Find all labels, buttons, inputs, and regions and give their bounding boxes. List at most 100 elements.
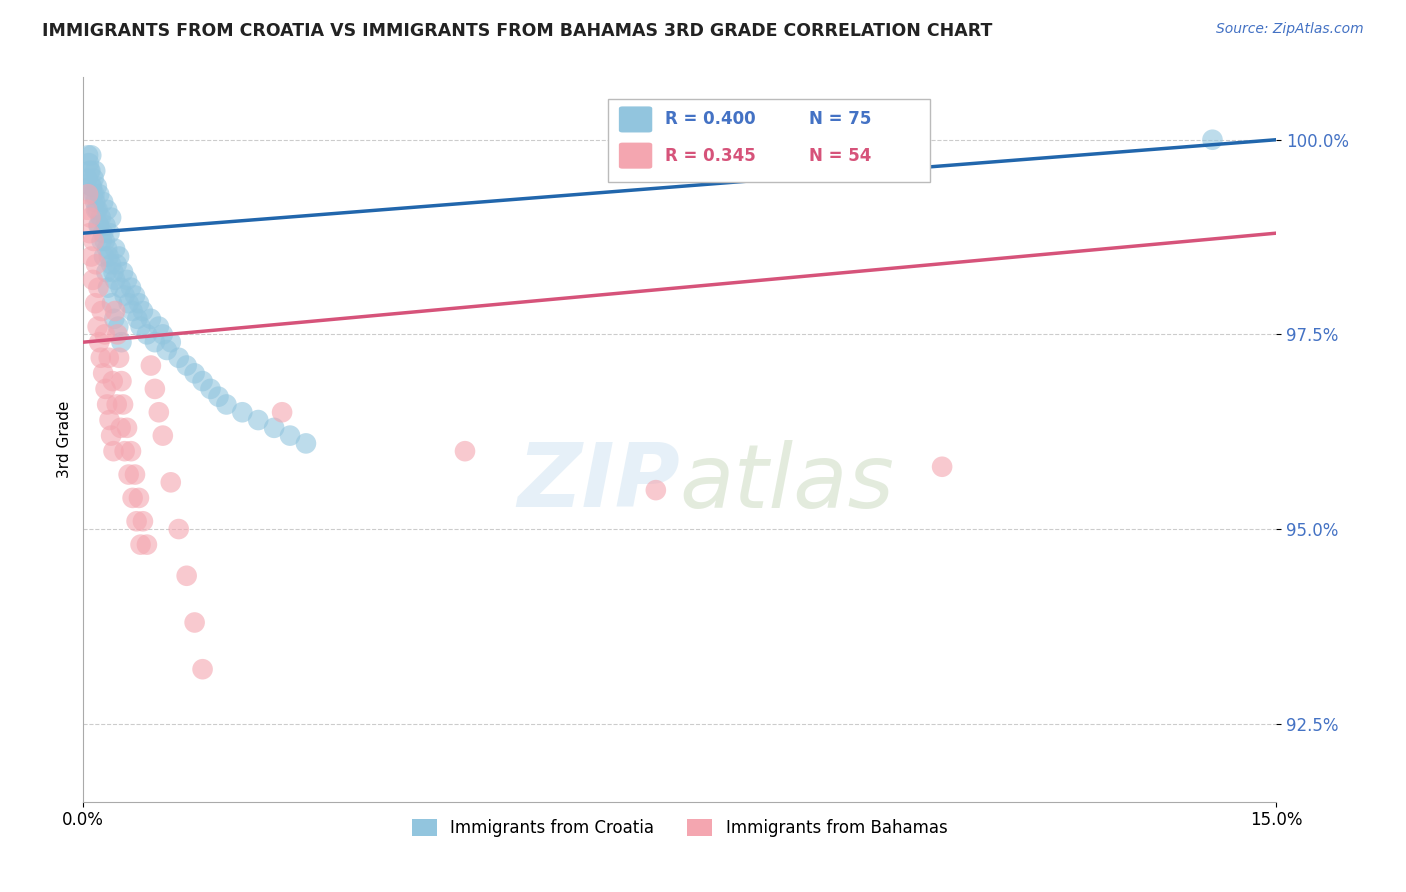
Point: [100, 211, 122, 225]
Text: R = 0.400: R = 0.400: [665, 111, 756, 128]
Point: [183, 367, 205, 381]
Point: [152, 428, 174, 442]
Point: [80, 250, 103, 264]
Point: [295, 436, 318, 450]
Point: [87, 281, 110, 295]
Point: [84, 296, 107, 310]
Point: [98, 413, 121, 427]
Point: [94, 382, 117, 396]
Point: [97, 281, 120, 295]
Point: [115, 273, 138, 287]
Point: [207, 390, 229, 404]
Point: [80, 148, 103, 162]
Point: [101, 374, 124, 388]
Point: [90, 211, 112, 225]
Point: [90, 234, 112, 248]
Point: [97, 250, 120, 264]
Point: [82, 187, 104, 202]
Point: [83, 171, 105, 186]
Point: [94, 327, 117, 342]
Point: [83, 234, 105, 248]
Point: [278, 428, 301, 442]
Point: [167, 351, 190, 365]
Point: [82, 273, 104, 287]
Point: [139, 359, 162, 373]
Point: [129, 319, 152, 334]
Y-axis label: 3rd Grade: 3rd Grade: [58, 401, 72, 478]
Point: [110, 335, 132, 350]
Point: [114, 288, 136, 302]
Point: [135, 327, 157, 342]
Point: [644, 483, 666, 497]
Point: [200, 382, 222, 396]
Point: [132, 304, 155, 318]
Point: [84, 257, 107, 271]
Point: [108, 351, 131, 365]
Point: [127, 311, 149, 326]
Point: [176, 359, 198, 373]
Text: N = 75: N = 75: [808, 111, 870, 128]
Point: [104, 242, 127, 256]
Text: N = 54: N = 54: [808, 146, 870, 165]
Point: [107, 319, 129, 334]
Point: [96, 265, 118, 279]
Point: [112, 397, 135, 411]
Point: [931, 459, 953, 474]
Point: [96, 202, 118, 217]
Point: [263, 421, 285, 435]
Point: [191, 374, 214, 388]
Point: [454, 444, 477, 458]
Point: [176, 568, 198, 582]
Point: [117, 467, 139, 482]
Point: [148, 319, 170, 334]
Point: [84, 202, 107, 217]
Point: [121, 304, 143, 318]
Point: [86, 202, 108, 217]
Point: [104, 273, 127, 287]
Point: [89, 335, 111, 350]
Point: [96, 242, 118, 256]
Text: atlas: atlas: [679, 440, 894, 526]
Point: [112, 265, 135, 279]
Point: [93, 250, 115, 264]
Point: [94, 219, 117, 233]
Point: [120, 281, 142, 295]
Point: [105, 257, 128, 271]
Point: [167, 522, 190, 536]
Point: [110, 281, 132, 295]
Point: [79, 164, 101, 178]
Point: [143, 382, 166, 396]
Text: IMMIGRANTS FROM CROATIA VS IMMIGRANTS FROM BAHAMAS 3RD GRADE CORRELATION CHART: IMMIGRANTS FROM CROATIA VS IMMIGRANTS FR…: [42, 22, 993, 40]
Point: [84, 194, 107, 209]
Point: [90, 304, 112, 318]
Point: [91, 226, 114, 240]
Point: [105, 397, 128, 411]
Point: [108, 250, 131, 264]
Point: [135, 538, 157, 552]
FancyBboxPatch shape: [609, 99, 931, 183]
Point: [79, 164, 101, 178]
Point: [80, 179, 103, 194]
Text: Source: ZipAtlas.com: Source: ZipAtlas.com: [1216, 22, 1364, 37]
Point: [86, 179, 108, 194]
FancyBboxPatch shape: [619, 106, 652, 133]
Point: [96, 397, 118, 411]
Point: [152, 327, 174, 342]
Point: [89, 219, 111, 233]
Point: [97, 351, 120, 365]
Point: [247, 413, 270, 427]
Point: [121, 491, 143, 505]
Point: [129, 538, 152, 552]
Point: [103, 444, 125, 458]
Point: [77, 187, 100, 202]
Point: [115, 421, 138, 435]
Point: [100, 428, 122, 442]
Point: [91, 367, 114, 381]
Point: [83, 187, 105, 202]
Text: R = 0.345: R = 0.345: [665, 146, 756, 165]
Point: [84, 164, 107, 178]
Point: [98, 226, 121, 240]
Point: [1201, 133, 1223, 147]
Text: ZIP: ZIP: [517, 440, 679, 526]
Point: [124, 288, 146, 302]
